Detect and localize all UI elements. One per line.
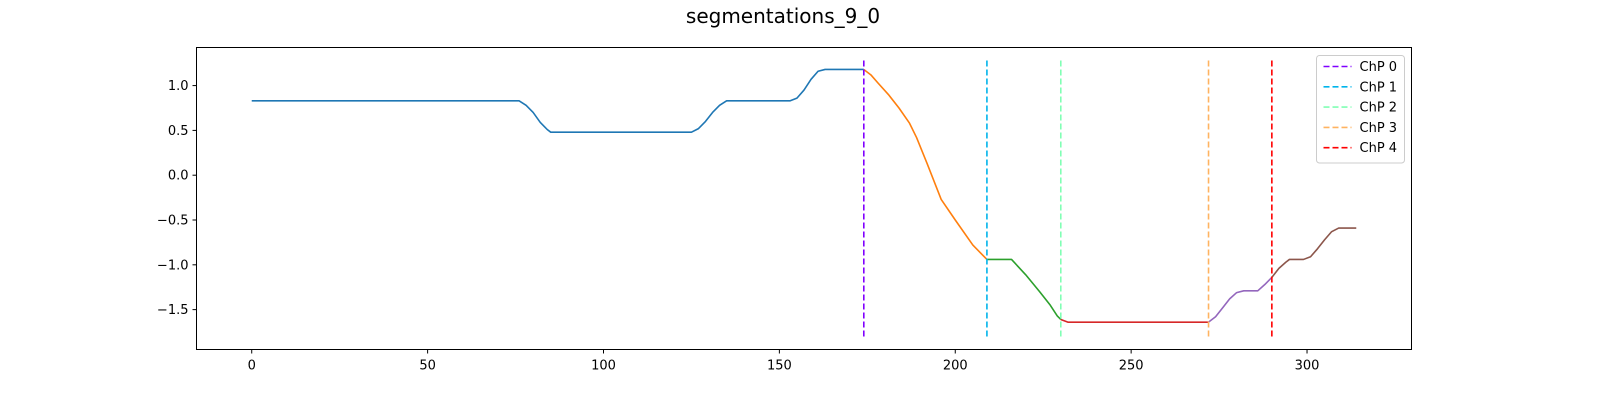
x-tick-label: 200 [943,359,968,374]
x-tick-label: 100 [591,359,616,374]
x-tick-label: 150 [767,359,792,374]
y-tick-label: −0.5 [157,214,189,229]
x-tick-label: 50 [419,359,436,374]
legend: ChP 0 ChP 1 ChP 2 ChP 3 ChP 4 [1316,55,1405,164]
series-line-1 [863,68,988,261]
chart-title: segmentations_9_0 [686,4,880,28]
y-tick-label: 0.0 [168,169,189,184]
legend-label: ChP 2 [1360,101,1398,116]
y-axis: −1.5 −1.0 −0.5 0.0 0.5 1.0 [157,79,197,318]
series-line-3 [1060,318,1209,323]
y-tick-label: −1.0 [157,258,189,273]
x-tick-label: 300 [1295,359,1320,374]
y-tick-label: 0.5 [168,124,189,139]
x-axis: 0 50 100 150 200 250 300 [248,349,1320,374]
x-tick-label: 250 [1119,359,1144,374]
series-line-5 [1271,227,1357,278]
plot-frame [196,47,1412,350]
x-tick-label: 0 [248,359,256,374]
legend-label: ChP 3 [1360,121,1398,136]
series-line-2 [986,258,1062,321]
series-line-0 [251,68,864,133]
changepoint-layer [863,60,1273,337]
series-layer [251,68,1357,323]
legend-label: ChP 4 [1360,141,1398,156]
y-tick-label: 1.0 [168,79,189,94]
legend-label: ChP 0 [1360,60,1398,75]
y-tick-label: −1.5 [157,303,189,318]
series-line-4 [1208,276,1273,323]
legend-box [1316,55,1405,164]
legend-label: ChP 1 [1360,80,1398,95]
